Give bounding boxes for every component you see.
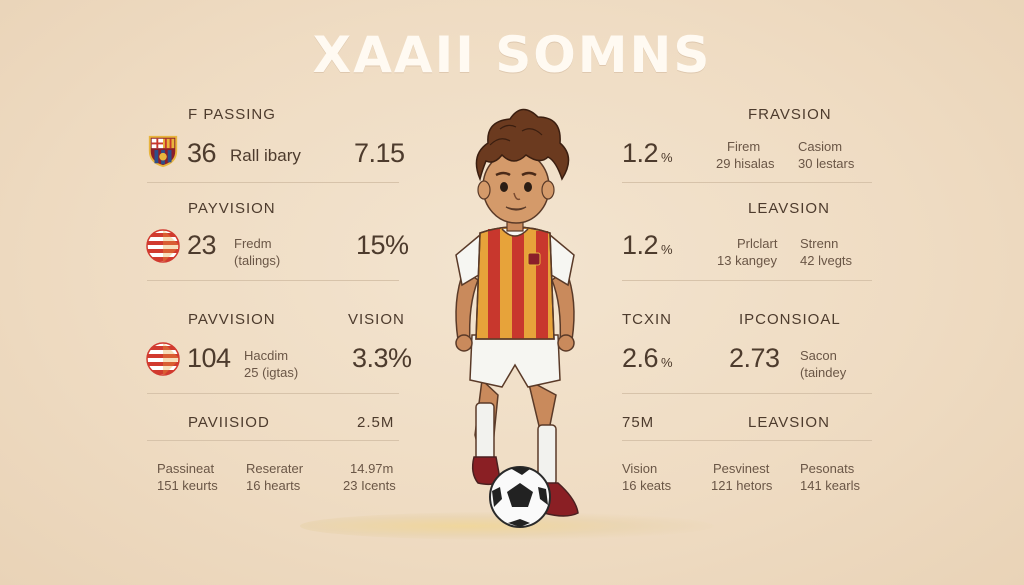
stat-header-vision: VISION: [348, 311, 405, 328]
stat-col2-line2: 16 hearts: [246, 478, 301, 493]
stat-r2-col1-line2: 13 kangey: [717, 253, 777, 268]
stat-col3-line2: 23 Icents: [343, 478, 396, 493]
stat-r2-col2-line2: 42 lvegts: [800, 253, 853, 268]
stat-header-leavsion-2: LEAVSION: [748, 414, 830, 431]
divider: [147, 182, 399, 183]
stat-detail-2b: (talings): [234, 253, 281, 268]
stat-r1-col2-line2: 30 lestars: [798, 156, 855, 171]
stat-detail-2a: Fredm: [234, 236, 272, 251]
stat-side-value-2: 15%: [356, 230, 409, 260]
stat-r3-detail-line2: (taindey: [800, 365, 847, 380]
divider: [622, 182, 872, 183]
divider: [147, 440, 399, 441]
stat-header-75m: 75M: [622, 414, 655, 431]
player-illustration: [455, 108, 579, 528]
stat-label-passing: Rall ibary: [230, 146, 301, 165]
stat-header-tcxin: TCXIN: [622, 311, 672, 328]
divider: [622, 440, 872, 441]
stat-r4-col3-line1: Pesonats: [800, 461, 855, 476]
divider: [147, 280, 399, 281]
stat-header-leavsion: LEAVSION: [748, 200, 830, 217]
stat-detail-3b: 25 (igtas): [244, 365, 299, 380]
stat-header-passing: F PASSING: [188, 106, 276, 123]
stat-r4-col2-line2: 121 hetors: [711, 478, 773, 493]
stat-col2-line1: Reserater: [246, 461, 304, 476]
stat-header-2-5m: 2.5M: [357, 414, 395, 431]
stat-value-r2-unit: %: [661, 242, 673, 257]
stat-header-paviisiod: PAVIISIOD: [188, 414, 270, 431]
stat-value-passing: 36: [187, 138, 217, 168]
stat-header-pavvision: PAVVISION: [188, 311, 276, 328]
stat-detail-3a: Hacdim: [244, 348, 289, 363]
club-crest-icon: [148, 135, 178, 168]
stat-value-r1-unit: %: [661, 150, 673, 165]
stat-col1-line2: 151 keurts: [157, 478, 218, 493]
stat-side-value-1: 7.15: [354, 138, 405, 168]
divider: [147, 393, 399, 394]
stat-value-r3-unit: %: [661, 355, 673, 370]
stat-header-ipconsioal: IPCONSIOAL: [739, 311, 841, 328]
stat-r1-col1-line2: 29 hisalas: [716, 156, 775, 171]
stat-value-r1: 1.2%: [622, 138, 673, 169]
stat-col3-line1: 14.97m: [350, 461, 394, 476]
stat-r4-col1-line1: Vision: [622, 461, 658, 476]
stat-value-r2-main: 1.2: [622, 230, 659, 260]
stat-col1-line1: Passineat: [157, 461, 215, 476]
page-title: XAAII SOMNS: [312, 26, 712, 84]
stat-r4-col2-line1: Pesvinest: [713, 461, 770, 476]
stat-r1-col1-line1: Firem: [727, 139, 761, 154]
divider: [622, 393, 872, 394]
stat-value-2: 23: [187, 230, 217, 260]
striped-emblem-icon: [146, 229, 180, 263]
stat-r3-detail-line1: Sacon: [800, 348, 837, 363]
stat-value-r3b: 2.73: [729, 343, 780, 373]
stat-r1-col2-line1: Casiom: [798, 139, 843, 154]
stat-r4-col1-line2: 16 keats: [622, 478, 672, 493]
stat-value-r3-main: 2.6: [622, 343, 659, 373]
stat-side-value-3: 3.3%: [352, 343, 412, 373]
divider: [622, 280, 872, 281]
stat-header-payvision: PAYVISION: [188, 200, 276, 217]
stat-r4-col3-line2: 141 kearls: [800, 478, 860, 493]
striped-emblem-icon: [146, 342, 180, 376]
stat-value-r2: 1.2%: [622, 230, 673, 261]
stat-r2-col1-line1: Prlclart: [737, 236, 778, 251]
stat-value-r1-main: 1.2: [622, 138, 659, 168]
stat-value-r3: 2.6%: [622, 343, 673, 374]
stat-header-fravsion: FRAVSION: [748, 106, 832, 123]
stat-r2-col2-line1: Strenn: [800, 236, 839, 251]
stat-value-3: 104: [187, 343, 231, 373]
